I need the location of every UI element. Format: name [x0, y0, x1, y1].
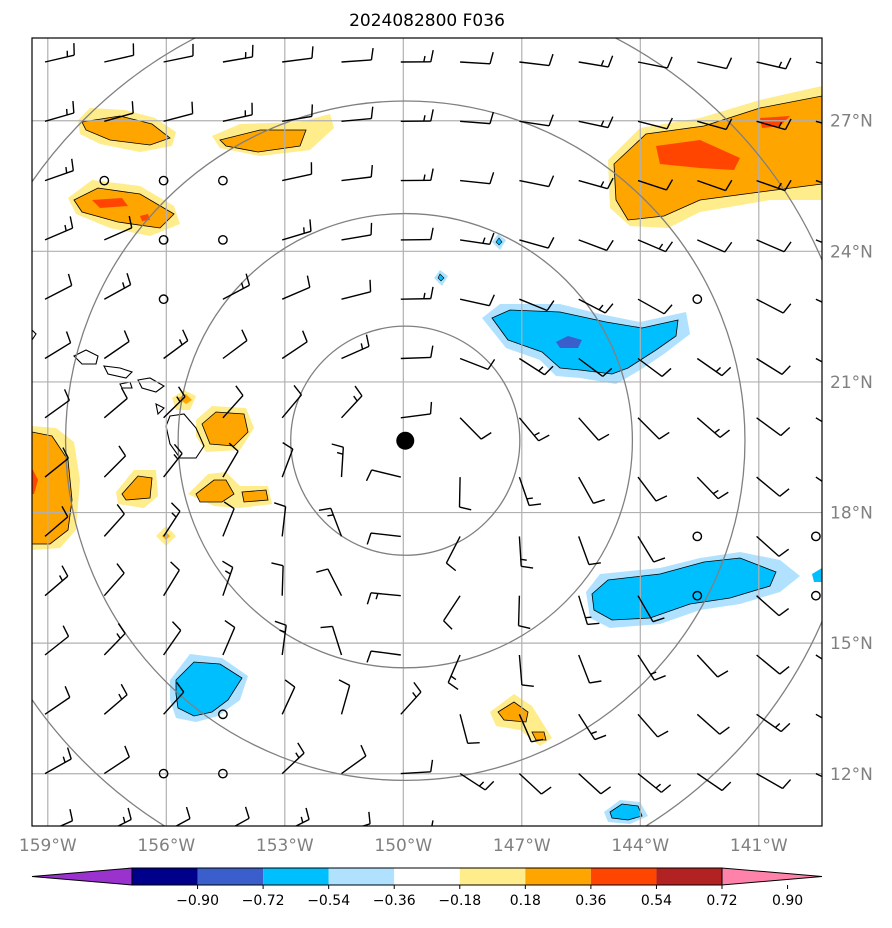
- lon-label-1: 156°W: [137, 836, 195, 856]
- colorbar-swatch-2: [198, 868, 264, 885]
- lat-label-4: 15°N: [830, 634, 873, 654]
- wind-barb: [579, 833, 613, 848]
- wind-barb: [460, 830, 494, 841]
- lat-label-1: 24°N: [830, 242, 873, 262]
- colorbar-swatch-1: [132, 868, 198, 885]
- storm-center-marker: [396, 432, 414, 450]
- colorbar: −0.90 −0.72 −0.54 −0.36 −0.18 0.18 0.36 0.54 0.7…: [32, 868, 822, 909]
- colorbar-swatch-7: [525, 868, 591, 885]
- lat-label-2: 21°N: [830, 373, 873, 393]
- lat-label-0: 27°N: [830, 112, 873, 132]
- colorbar-label-0: −0.90: [176, 893, 219, 909]
- positive-anomaly-west-edge-cell: [32, 426, 80, 550]
- colorbar-extend-low: [32, 868, 132, 885]
- map-title: 2024082800 F036: [349, 11, 505, 31]
- colorbar-extend-high: [722, 868, 822, 885]
- colorbar-label-4: −0.18: [438, 893, 481, 909]
- colorbar-label-2: −0.54: [307, 893, 350, 909]
- lat-label-5: 12°N: [830, 765, 873, 785]
- colorbar-swatch-5: [394, 868, 460, 885]
- colorbar-swatch-3: [263, 868, 329, 885]
- colorbar-label-5: 0.18: [510, 893, 541, 909]
- lon-label-6: 141°W: [730, 836, 788, 856]
- latitude-tick-labels: 27°N 24°N 21°N 18°N 15°N 12°N: [830, 112, 873, 785]
- colorbar-label-9: 0.90: [772, 893, 803, 909]
- wind-barb: [697, 833, 731, 847]
- lon-label-2: 153°W: [256, 836, 314, 856]
- colorbar-label-3: −0.36: [373, 893, 416, 909]
- wind-barb: [816, 833, 850, 844]
- lon-label-5: 144°W: [611, 836, 669, 856]
- colorbar-label-1: −0.72: [242, 893, 285, 909]
- colorbar-swatch-9: [656, 868, 722, 885]
- lat-label-3: 18°N: [830, 504, 873, 524]
- colorbar-label-8: 0.72: [706, 893, 737, 909]
- longitude-tick-labels: 159°W 156°W 153°W 150°W 147°W 144°W 141°W: [19, 836, 788, 856]
- lon-label-3: 150°W: [374, 836, 432, 856]
- colorbar-swatch-8: [591, 868, 657, 885]
- colorbar-swatch-4: [329, 868, 395, 885]
- colorbar-swatch-6: [460, 868, 526, 885]
- lon-label-4: 147°W: [493, 836, 551, 856]
- colorbar-label-7: 0.54: [641, 893, 672, 909]
- lon-label-0: 159°W: [19, 836, 77, 856]
- colorbar-label-6: 0.36: [575, 893, 606, 909]
